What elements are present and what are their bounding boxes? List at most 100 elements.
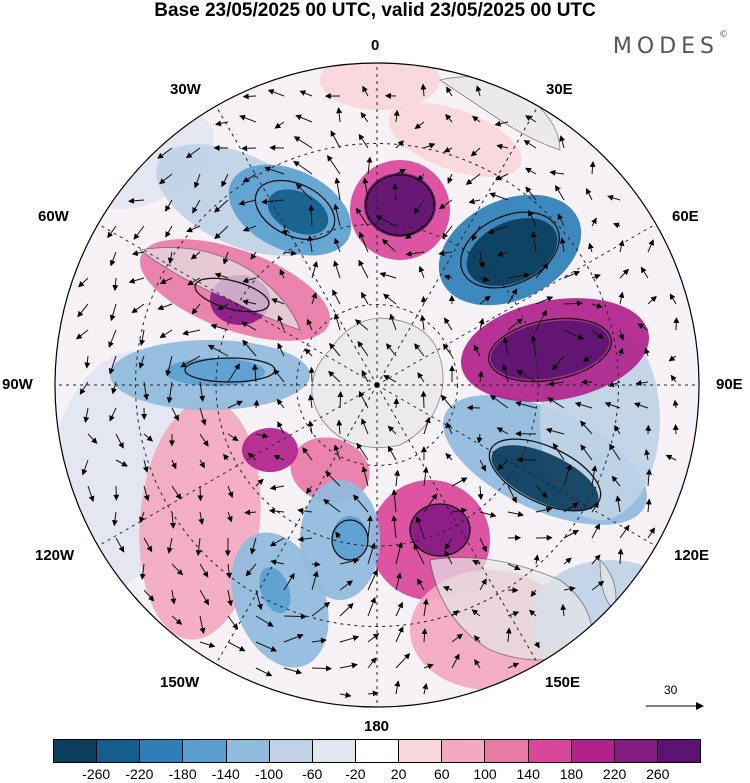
wind-vector <box>472 115 481 123</box>
wind-vector <box>618 291 625 305</box>
wind-vector <box>283 633 304 643</box>
wind-vector <box>552 442 565 461</box>
wind-vector <box>323 498 341 513</box>
wind-vector <box>438 199 453 210</box>
wind-vector <box>379 271 397 279</box>
wind-vector <box>367 690 379 697</box>
wind-vector <box>563 270 581 279</box>
wind-vector <box>582 355 593 362</box>
wind-vector <box>115 459 128 467</box>
wind-vector <box>281 225 288 237</box>
wind-vector <box>277 314 285 331</box>
wind-vector <box>395 140 405 149</box>
meridian-line <box>376 384 539 665</box>
wind-vector <box>395 653 411 669</box>
wind-vector <box>87 433 98 444</box>
wind-vector <box>107 225 117 239</box>
wind-vector <box>479 295 491 305</box>
wind-vector <box>332 289 341 305</box>
wind-vector <box>283 667 303 675</box>
anomaly-region <box>388 103 522 177</box>
wind-vector <box>367 633 380 643</box>
wind-vector <box>360 111 369 123</box>
wind-vector <box>489 394 509 409</box>
wind-vector <box>528 609 537 617</box>
south-pole-marker <box>374 382 380 388</box>
wind-vector <box>112 277 119 292</box>
wind-vector <box>186 225 201 233</box>
wind-vector <box>516 456 537 463</box>
colorbar-tick-label: -140 <box>211 766 240 782</box>
wind-vector <box>336 419 343 435</box>
wind-vector <box>108 355 117 375</box>
wind-vector <box>507 318 523 331</box>
wind-vector <box>185 147 201 159</box>
colorbar-tick-label: 100 <box>473 766 497 782</box>
wind-vector <box>591 554 601 565</box>
wind-vector <box>307 235 314 253</box>
lon-label-120e: 120E <box>674 547 710 564</box>
wind-vector <box>644 347 650 357</box>
wind-vector <box>255 478 264 487</box>
wind-vector <box>451 609 459 617</box>
wind-vector <box>507 563 521 571</box>
wind-vector <box>591 523 600 539</box>
wind-vector <box>633 402 649 409</box>
wind-vector <box>75 329 89 340</box>
wind-vector <box>362 85 369 97</box>
wind-vector <box>78 277 89 288</box>
wind-vector <box>551 355 565 371</box>
anomaly-region <box>332 516 368 560</box>
wind-vector <box>533 554 540 565</box>
wind-vector <box>487 225 509 235</box>
wind-vector <box>214 225 229 240</box>
wind-vector <box>496 251 509 257</box>
wind-vector <box>304 348 313 357</box>
lon-label-180: 180 <box>364 718 390 735</box>
wind-vector <box>143 537 153 553</box>
wind-vector <box>358 390 369 409</box>
wind-vector <box>645 468 652 487</box>
wind-vector <box>171 485 182 500</box>
wind-vector <box>614 425 621 435</box>
wind-vector <box>420 390 427 409</box>
wind-vector <box>198 511 205 525</box>
wind-vector <box>535 263 549 279</box>
wind-vector <box>143 589 155 602</box>
wind-vector <box>443 146 453 153</box>
wind-vector <box>497 459 509 470</box>
wind-vector <box>139 329 146 346</box>
wind-vector <box>143 381 150 401</box>
wind-vector <box>83 407 90 423</box>
lon-label-150e: 150E <box>545 674 581 691</box>
wind-vector <box>361 418 369 435</box>
wind-vector <box>604 401 621 409</box>
wind-vector <box>187 277 201 286</box>
wind-vector <box>559 237 566 253</box>
wind-vector <box>261 198 285 205</box>
wind-vector <box>586 188 593 201</box>
wind-vector <box>227 485 234 499</box>
wind-vector <box>308 366 315 383</box>
wind-vector <box>165 355 173 377</box>
wind-vector <box>81 459 89 476</box>
wind-vector <box>339 580 354 591</box>
colorbar-swatch <box>355 740 400 762</box>
wind-vector <box>226 563 233 579</box>
modes-logo: MODES© <box>613 30 728 59</box>
colorbar-tick-label: -20 <box>345 766 366 782</box>
wind-vector <box>668 355 677 362</box>
wind-vector <box>472 560 481 566</box>
wind-vector <box>440 394 453 409</box>
colorbar-swatch <box>657 740 701 762</box>
wind-vector <box>615 495 622 513</box>
wind-vector <box>496 143 509 150</box>
wind-vector <box>139 563 146 580</box>
wind-vector <box>171 407 179 422</box>
wind-vector <box>417 578 425 591</box>
wind-vector <box>496 427 509 435</box>
wind-vector <box>391 489 398 513</box>
lon-label-60w: 60W <box>38 208 69 225</box>
wind-vector <box>473 635 481 643</box>
wind-vector <box>109 407 117 422</box>
